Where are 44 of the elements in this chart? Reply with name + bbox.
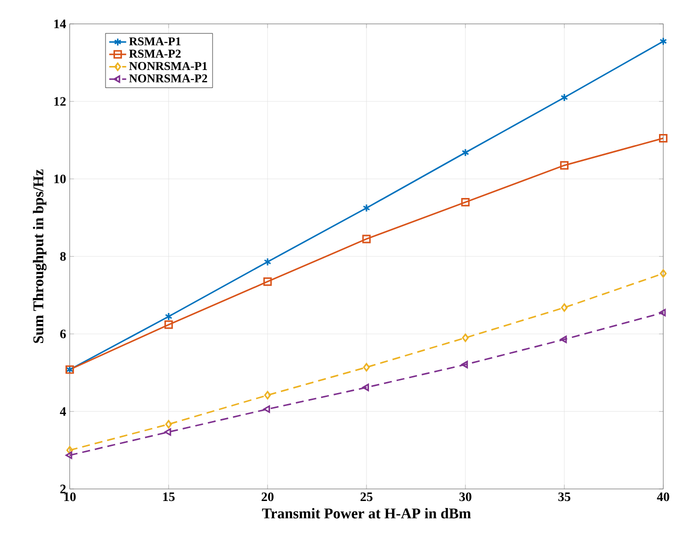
x-tick-label: 35 (558, 492, 570, 502)
y-tick-label: 4 (60, 407, 66, 416)
point (462, 334, 469, 342)
y-axis-title: Sum Throughput in bps/Hz (32, 170, 46, 344)
point (164, 312, 172, 321)
legend-label: NONRSMA-P2 (129, 74, 208, 83)
point (461, 198, 470, 207)
x-tick-label: 40 (656, 492, 670, 502)
y-tick-label: 14 (54, 20, 66, 28)
legend-label: RSMA-P1 (129, 37, 181, 46)
point (659, 308, 666, 316)
point (462, 148, 470, 157)
point (660, 269, 667, 278)
legend-label: RSMA-P2 (129, 50, 181, 58)
y-tick-label: 8 (60, 252, 66, 261)
point (164, 320, 173, 329)
point (362, 384, 369, 392)
point (263, 405, 270, 413)
point (461, 360, 468, 368)
point (264, 258, 272, 266)
x-tick-label: 15 (163, 492, 175, 502)
point (560, 93, 568, 102)
x-axis-title: Transmit Power at H-AP in dBm (262, 508, 471, 519)
x-tick-label: 20 (262, 492, 274, 502)
point (165, 420, 172, 429)
x-tick-label: 30 (459, 492, 472, 502)
y-tick-label: 10 (54, 174, 66, 184)
point (362, 234, 371, 244)
legend-label: NONRSMA-P1 (129, 62, 207, 70)
point (560, 336, 567, 344)
point (66, 446, 74, 455)
point (66, 452, 72, 460)
point (363, 363, 370, 372)
x-tick-label: 25 (360, 492, 372, 502)
point (164, 428, 172, 436)
y-tick-label: 2 (60, 484, 66, 494)
point (263, 278, 272, 286)
point (560, 161, 569, 170)
y-tick-label: 6 (60, 330, 66, 338)
point (264, 391, 271, 400)
y-tick-label: 12 (54, 97, 66, 106)
point (659, 134, 668, 143)
point (560, 303, 568, 312)
point (362, 204, 370, 212)
